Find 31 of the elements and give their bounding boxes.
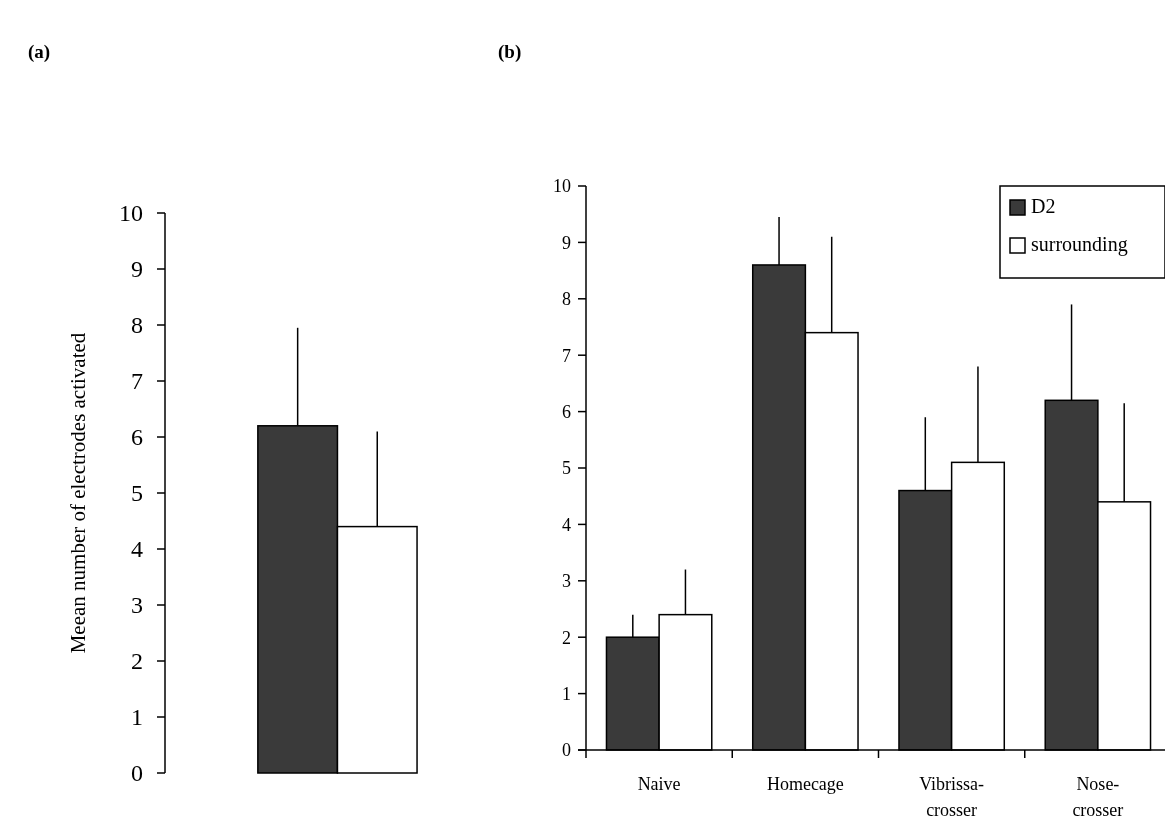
y-tick-label: 8 [131,312,143,339]
x-tick-label: Homecage [766,774,844,794]
legend-label: D2 [1031,195,1056,217]
y-tick-label: 0 [562,740,571,761]
y-tick-label: 8 [562,289,571,310]
y-tick-label: 1 [562,683,571,704]
y-tick-label: 5 [562,458,571,479]
y-tick-label: 9 [562,232,571,253]
y-tick-label: 7 [562,345,571,366]
y-tick-label: 2 [562,627,571,648]
y-tick-label: 4 [131,536,143,563]
y-tick-label: 0 [131,760,143,787]
y-tick-label: 7 [131,368,143,395]
y-tick-label: 2 [131,648,143,675]
y-tick-label: 10 [553,176,571,197]
y-tick-label: 6 [562,401,571,422]
y-axis-title: Meean number of electrodes activated [66,332,90,654]
y-tick-label: 4 [562,514,571,535]
x-tick-label: Naive [637,774,681,794]
chart-title: (b) [498,41,522,63]
y-tick-label: 1 [131,704,143,731]
x-tick-label: Nose- crosser [1072,774,1124,820]
y-tick-label: 3 [562,571,571,592]
text: (a) [28,41,51,63]
y-tick-label: 5 [131,480,143,507]
legend-label: surrounding [1031,233,1128,256]
y-tick-label: 10 [119,200,143,227]
y-tick-label: 6 [131,424,143,451]
y-tick-label: 3 [131,592,143,619]
y-tick-label: 9 [131,256,143,283]
x-tick-label: Vibrissa- crosser [919,774,985,820]
